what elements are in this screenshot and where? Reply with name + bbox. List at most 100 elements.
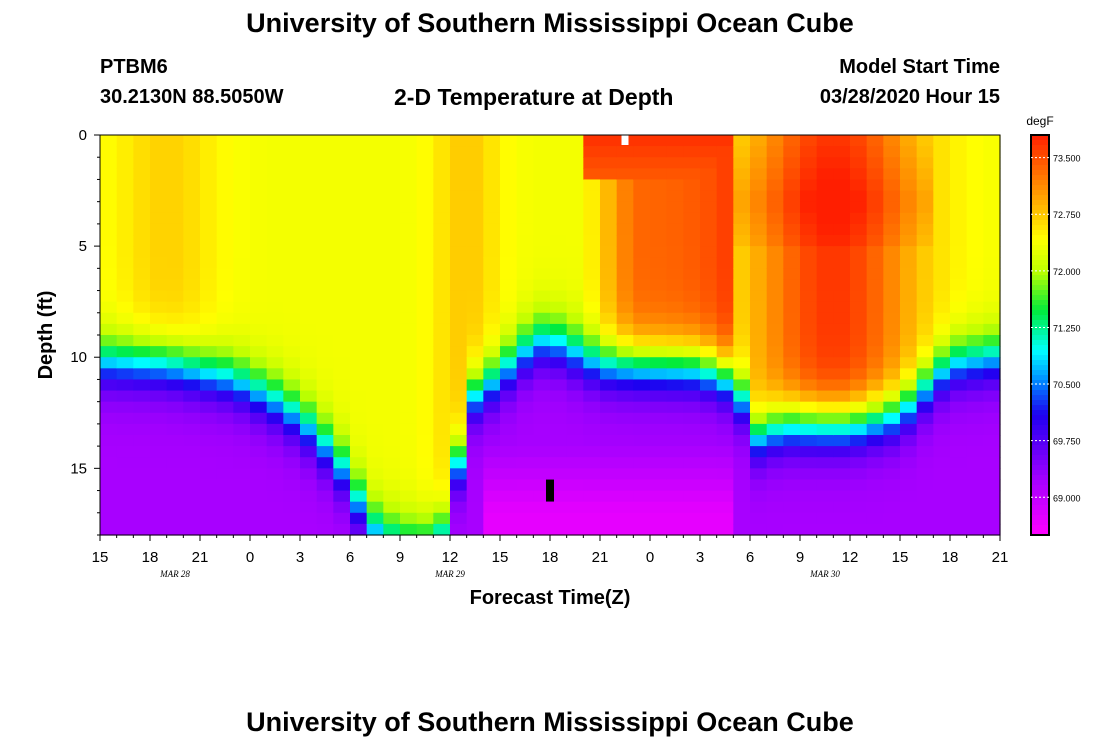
heatmap-cell <box>516 401 534 414</box>
heatmap-cell <box>916 468 934 481</box>
heatmap-cell <box>583 179 601 192</box>
heatmap-cell <box>333 501 351 514</box>
heatmap-cell <box>766 412 784 425</box>
heatmap-cell <box>733 179 751 192</box>
heatmap-cell <box>850 146 868 158</box>
heatmap-cell <box>216 512 234 525</box>
heatmap-cell <box>883 257 901 269</box>
heatmap-cell <box>700 212 718 225</box>
colorbar-segment <box>1031 460 1049 466</box>
heatmap-cell <box>100 323 118 336</box>
heatmap-cell <box>400 135 418 147</box>
heatmap-cell <box>783 412 801 425</box>
heatmap-cell <box>516 335 534 347</box>
heatmap-cell <box>616 257 634 269</box>
heatmap-cell <box>466 179 484 192</box>
heatmap-cell <box>683 479 701 492</box>
heatmap-cell <box>116 268 134 281</box>
colorbar-segment <box>1031 285 1049 291</box>
heatmap-cell <box>716 212 734 225</box>
heatmap-cell <box>850 379 868 392</box>
heatmap-cell <box>883 235 901 247</box>
heatmap-cell <box>700 135 718 147</box>
heatmap-cell <box>150 190 168 203</box>
heatmap-cell <box>483 168 501 181</box>
heatmap-cell <box>500 523 518 536</box>
heatmap-cell <box>516 301 534 314</box>
heatmap-cell <box>633 479 651 492</box>
heatmap-cell <box>933 346 951 358</box>
heatmap-cell <box>950 390 968 403</box>
heatmap-cell <box>150 168 168 181</box>
heatmap-cell <box>850 301 868 314</box>
heatmap-cell <box>500 235 518 247</box>
heatmap-cell <box>583 279 601 292</box>
heatmap-cell <box>466 379 484 392</box>
heatmap-cell <box>933 512 951 525</box>
heatmap-cell <box>483 157 501 169</box>
heatmap-cell <box>183 146 201 158</box>
heatmap-cell <box>316 301 334 314</box>
heatmap-cell <box>516 235 534 247</box>
heatmap-cell <box>550 357 568 369</box>
data-markers <box>546 135 629 502</box>
heatmap-cell <box>100 423 118 436</box>
heatmap-cell <box>533 290 551 303</box>
heatmap-cell <box>550 423 568 436</box>
heatmap-cell <box>250 368 268 381</box>
colorbar-segment <box>1031 455 1049 461</box>
heatmap-cell <box>300 157 318 169</box>
heatmap-cell <box>816 446 834 458</box>
heatmap-cell <box>550 468 568 481</box>
heatmap-cell <box>183 135 201 147</box>
heatmap-cell <box>516 279 534 292</box>
heatmap-cell <box>333 179 351 192</box>
heatmap-cell <box>600 135 618 147</box>
footer-title: University of Southern Mississippi Ocean… <box>246 707 854 737</box>
heatmap-cell <box>616 501 634 514</box>
heatmap-cell <box>766 501 784 514</box>
heatmap-cell <box>766 279 784 292</box>
heatmap-cell <box>250 290 268 303</box>
x-tick-label: 21 <box>592 549 609 566</box>
heatmap-cell <box>916 179 934 192</box>
heatmap-cell <box>350 323 368 336</box>
heatmap-cell <box>750 323 768 336</box>
heatmap-cell <box>166 390 184 403</box>
heatmap-cell <box>683 223 701 236</box>
heatmap-cell <box>933 501 951 514</box>
colorbar-segment <box>1031 500 1049 506</box>
heatmap-cell <box>183 379 201 392</box>
heatmap-cell <box>500 246 518 258</box>
heatmap-cell <box>383 335 401 347</box>
heatmap-cell <box>316 390 334 403</box>
heatmap-cell <box>183 168 201 181</box>
heatmap-cell <box>466 201 484 214</box>
heatmap-cell <box>950 346 968 358</box>
heatmap-cell <box>150 323 168 336</box>
heatmap-cell <box>783 346 801 358</box>
heatmap-cell <box>683 257 701 269</box>
heatmap-cell <box>450 135 468 147</box>
heatmap-cell <box>966 279 984 292</box>
heatmap-cell <box>416 412 434 425</box>
heatmap-cell <box>400 501 418 514</box>
heatmap-cell <box>816 201 834 214</box>
heatmap-cell <box>100 157 118 169</box>
heatmap-cell <box>433 190 451 203</box>
heatmap-cell <box>883 135 901 147</box>
heatmap-cell <box>816 390 834 403</box>
heatmap-cell <box>300 223 318 236</box>
heatmap-cell <box>600 379 618 392</box>
heatmap-cell <box>983 401 1001 414</box>
heatmap-cell <box>283 379 301 392</box>
heatmap-cell <box>183 412 201 425</box>
heatmap-cell <box>900 246 918 258</box>
colorbar-segment <box>1031 295 1049 301</box>
heatmap-cell <box>766 201 784 214</box>
heatmap-cell <box>716 335 734 347</box>
heatmap-cell <box>666 368 684 381</box>
heatmap-cell <box>383 412 401 425</box>
heatmap-cell <box>883 457 901 469</box>
heatmap-cell <box>933 246 951 258</box>
